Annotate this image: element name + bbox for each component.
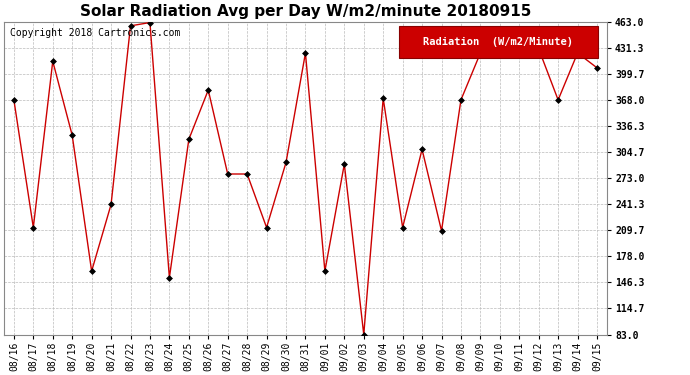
Text: Copyright 2018 Cartronics.com: Copyright 2018 Cartronics.com (10, 28, 181, 38)
Text: Radiation  (W/m2/Minute): Radiation (W/m2/Minute) (423, 37, 573, 47)
FancyBboxPatch shape (399, 26, 598, 58)
Title: Solar Radiation Avg per Day W/m2/minute 20180915: Solar Radiation Avg per Day W/m2/minute … (80, 4, 531, 19)
